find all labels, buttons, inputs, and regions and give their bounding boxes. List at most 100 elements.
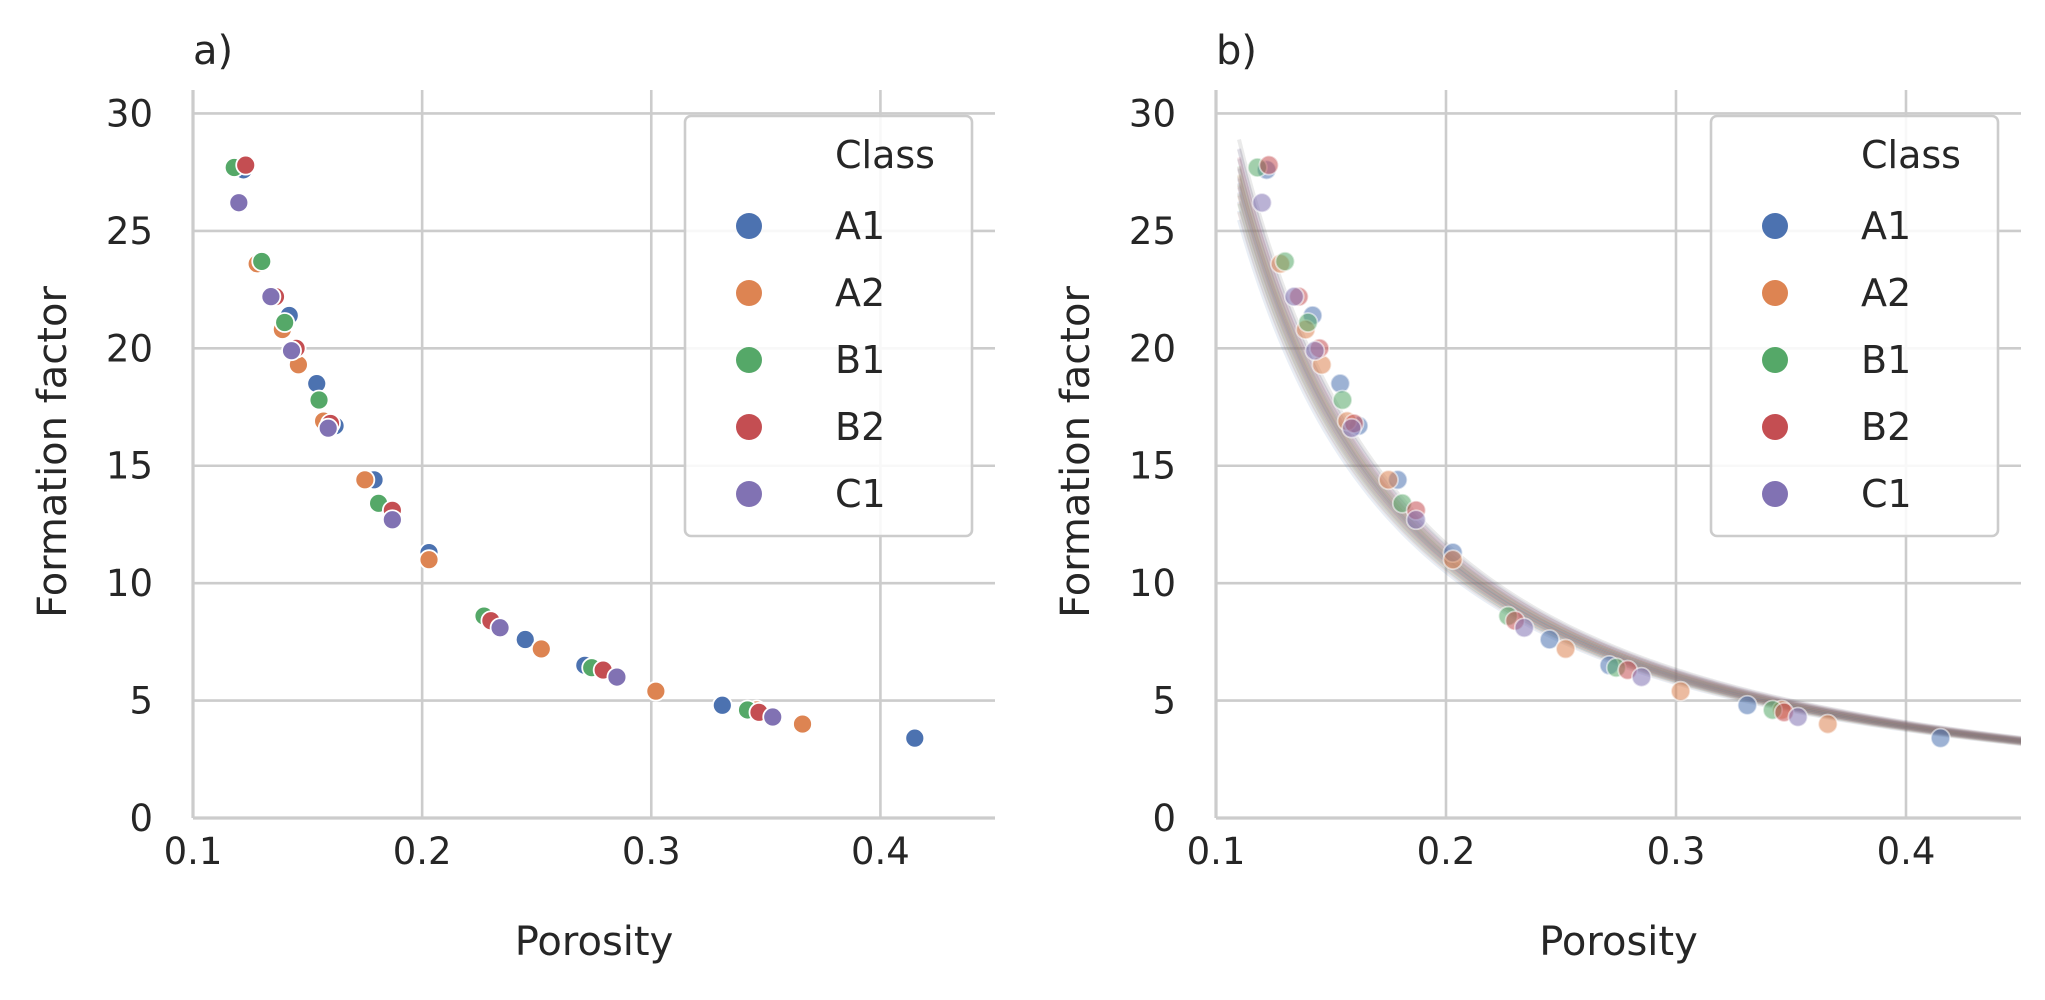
- fit-curve: [1237, 157, 2021, 742]
- legend-title: Class: [835, 133, 935, 177]
- x-tick-label: 0.1: [164, 830, 223, 873]
- legend-marker-B2: [1762, 414, 1788, 440]
- legend-label-A1: A1: [1861, 204, 1911, 248]
- legend-marker-C1: [736, 481, 762, 507]
- x-axis-label: Porosity: [1539, 919, 1698, 965]
- legend-marker-A1: [736, 213, 762, 239]
- data-point-C1: [606, 666, 628, 688]
- legend-marker-B1: [1762, 347, 1788, 373]
- data-point-C1: [228, 192, 250, 214]
- legend-label-B2: B2: [1861, 405, 1911, 449]
- fit-curve: [1237, 158, 2021, 743]
- fit-curve: [1237, 156, 2021, 741]
- legend-title: Class: [1861, 133, 1961, 177]
- y-tick-label: 0: [129, 797, 153, 840]
- fit-curve: [1237, 166, 2021, 742]
- legend-label-B2: B2: [835, 405, 885, 449]
- data-point-A2: [354, 469, 376, 491]
- data-point-B1: [251, 251, 273, 272]
- plot-area: [1237, 139, 2021, 749]
- data-point-A2: [645, 680, 667, 702]
- y-tick-label: 0: [1152, 797, 1176, 840]
- data-point-C1: [1283, 286, 1305, 308]
- data-point-B1: [1297, 312, 1319, 333]
- data-point-A2: [530, 638, 552, 660]
- data-point-A2: [1555, 638, 1576, 660]
- y-tick-label: 15: [1129, 445, 1176, 488]
- data-point-C1: [260, 286, 282, 308]
- fit-curve: [1237, 183, 2021, 743]
- y-tick-label: 20: [106, 327, 153, 370]
- fit-curve: [1237, 147, 2021, 741]
- y-tick-label: 10: [106, 562, 153, 605]
- data-point-C1: [1631, 666, 1652, 688]
- data-point-C1: [489, 617, 511, 639]
- data-point-A2: [418, 549, 440, 571]
- data-point-B1: [1332, 389, 1353, 411]
- fit-curve: [1237, 177, 2021, 744]
- y-axis-label: Formation factor: [30, 286, 76, 618]
- data-point-A2: [792, 713, 813, 735]
- y-tick-label: 5: [129, 680, 153, 723]
- y-tick-label: 25: [106, 210, 153, 253]
- legend-label-A1: A1: [835, 204, 885, 248]
- fit-curve: [1237, 139, 2021, 740]
- fit-curve: [1237, 168, 2021, 744]
- data-point-B2: [1258, 154, 1280, 176]
- fit-curve: [1237, 184, 2021, 744]
- x-tick-label: 0.4: [1877, 830, 1936, 873]
- legend-marker-A1: [1762, 213, 1788, 239]
- legend-marker-B1: [736, 347, 762, 373]
- data-point-A1: [1736, 694, 1758, 716]
- y-tick-label: 15: [106, 445, 153, 488]
- panel-label: a): [193, 28, 233, 74]
- legend-label-A2: A2: [1861, 271, 1911, 315]
- fit-curve: [1237, 174, 2021, 743]
- y-tick-label: 5: [1152, 680, 1176, 723]
- data-point-C1: [281, 340, 302, 362]
- fit-curve: [1237, 148, 2021, 741]
- panel-b: 0.1 0.2 0.3 0.4 0 5 10 15 20 25 30 Porosity Formatio…: [1053, 28, 2021, 965]
- data-point-A2: [1442, 549, 1464, 571]
- legend-marker-B2: [736, 414, 762, 440]
- data-point-B1: [308, 389, 330, 411]
- data-point-C1: [381, 509, 403, 531]
- panel-a: 0.1 0.2 0.3 0.4 0 5 10 15 20 25 30 Porosity Formatio…: [30, 28, 995, 965]
- x-tick-label: 0.3: [1647, 830, 1706, 873]
- legend-label-B1: B1: [1861, 338, 1911, 382]
- data-point-A1: [711, 694, 733, 716]
- data-point-A1: [514, 629, 536, 650]
- data-point-B1: [274, 312, 296, 333]
- fit-curve: [1237, 175, 2021, 743]
- data-point-C1: [1787, 706, 1809, 728]
- legend-marker-C1: [1762, 481, 1788, 507]
- y-tick-label: 25: [1129, 210, 1176, 253]
- fit-curve: [1237, 174, 2021, 742]
- fit-curve: [1237, 191, 2021, 743]
- data-point-C1: [1405, 509, 1427, 531]
- data-point-B2: [235, 154, 257, 176]
- data-point-A1: [1539, 629, 1560, 650]
- data-point-B1: [1274, 251, 1296, 272]
- fit-curve: [1237, 165, 2021, 741]
- data-point-A2: [1670, 680, 1691, 702]
- legend-marker-A2: [736, 280, 762, 306]
- x-tick-label: 0.2: [393, 830, 452, 873]
- legend-box: [683, 114, 974, 538]
- x-tick-label: 0.1: [1187, 830, 1246, 873]
- legend-label-A2: A2: [835, 271, 885, 315]
- legend-box: [1709, 114, 2000, 538]
- y-axis-label: Formation factor: [1053, 286, 1099, 618]
- data-point-A1: [904, 727, 926, 749]
- y-tick-label: 20: [1129, 327, 1176, 370]
- x-axis-label: Porosity: [515, 919, 674, 965]
- data-point-C1: [1513, 617, 1535, 639]
- data-point-C1: [1341, 417, 1363, 439]
- data-point-C1: [1304, 340, 1326, 362]
- x-tick-label: 0.2: [1417, 830, 1476, 873]
- legend-label-C1: C1: [835, 472, 886, 516]
- data-point-C1: [317, 417, 339, 439]
- x-tick-label: 0.3: [622, 830, 681, 873]
